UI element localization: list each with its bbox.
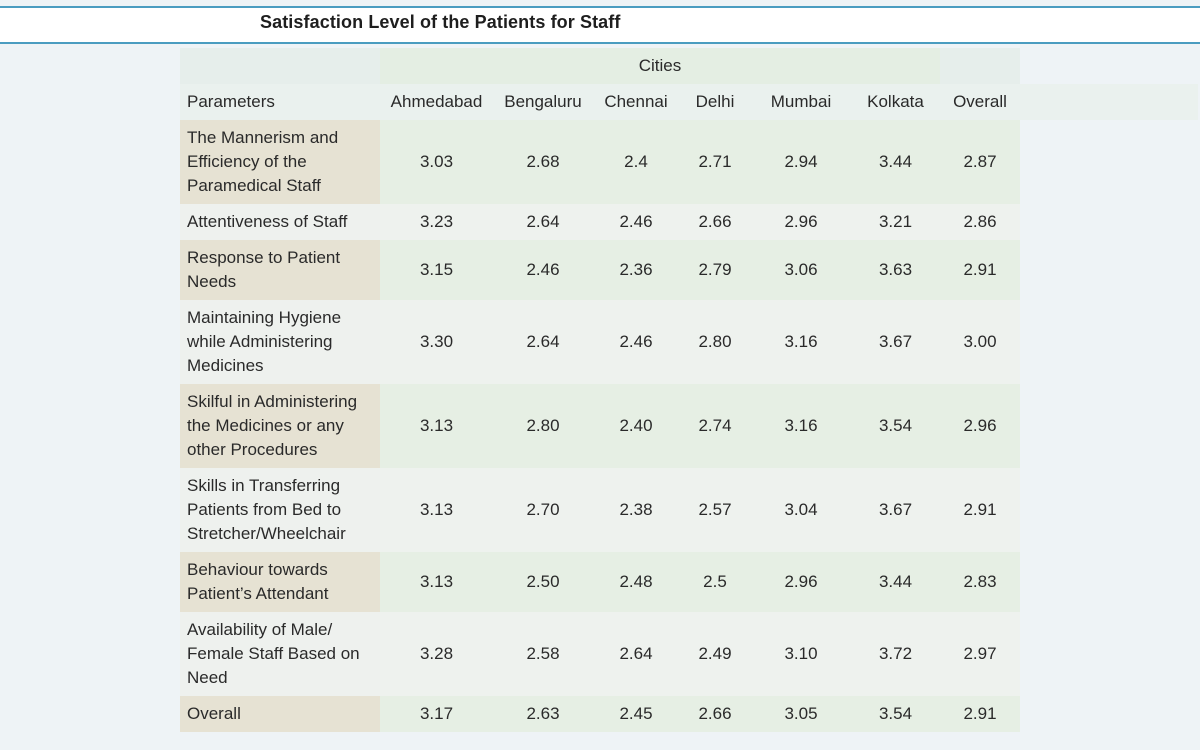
cell-delhi: 2.80	[679, 300, 751, 384]
cell-chennai: 2.64	[593, 612, 679, 696]
header-mumbai: Mumbai	[770, 92, 832, 111]
table-row: Skills in Transferring Patients from Bed…	[180, 468, 1198, 552]
cell-overall: 2.96	[940, 384, 1020, 468]
header-chennai: Chennai	[604, 92, 668, 111]
cell-chennai: 2.40	[593, 384, 679, 468]
cell-delhi: 2.74	[679, 384, 751, 468]
cell-bengaluru: 2.70	[493, 468, 593, 552]
cities-label: Cities	[380, 48, 940, 84]
row-label: Maintaining Hygiene while Administering …	[180, 300, 380, 384]
cell-overall: 2.91	[940, 696, 1020, 732]
cities-spacer	[180, 48, 380, 84]
row-label: Overall	[180, 696, 380, 732]
cell-mumbai: 3.10	[751, 612, 851, 696]
cell-overall: 2.83	[940, 552, 1020, 612]
cell-kolkata: 3.72	[851, 612, 940, 696]
cell-bengaluru: 2.64	[493, 204, 593, 240]
cell-kolkata: 3.44	[851, 120, 940, 204]
column-header-row: Parameters Ahmedabad Bengaluru Chennai D…	[180, 84, 1198, 120]
cell-mumbai: 3.05	[751, 696, 851, 732]
cell-bengaluru: 2.68	[493, 120, 593, 204]
cell-kolkata: 3.21	[851, 204, 940, 240]
cell-kolkata: 3.67	[851, 468, 940, 552]
row-label: Behaviour towards Patient’s Attendant	[180, 552, 380, 612]
cell-ahmedabad: 3.17	[380, 696, 493, 732]
header-delhi: Delhi	[695, 92, 735, 111]
cell-delhi: 2.66	[679, 696, 751, 732]
title-bar: Satisfaction Level of the Patients for S…	[0, 6, 1200, 44]
cell-kolkata: 3.63	[851, 240, 940, 300]
table-row: The Mannerism and Efficiency of the Para…	[180, 120, 1198, 204]
cell-mumbai: 2.96	[751, 552, 851, 612]
cell-bengaluru: 2.46	[493, 240, 593, 300]
cell-overall: 2.97	[940, 612, 1020, 696]
cell-bengaluru: 2.64	[493, 300, 593, 384]
cell-ahmedabad: 3.23	[380, 204, 493, 240]
cell-ahmedabad: 3.28	[380, 612, 493, 696]
cities-header-row: Cities	[180, 48, 1198, 84]
header-ahmedabad: Ahmedabad	[390, 92, 483, 111]
cell-chennai: 2.4	[593, 120, 679, 204]
cell-ahmedabad: 3.15	[380, 240, 493, 300]
cell-mumbai: 3.04	[751, 468, 851, 552]
cell-kolkata: 3.67	[851, 300, 940, 384]
cell-delhi: 2.57	[679, 468, 751, 552]
cell-chennai: 2.36	[593, 240, 679, 300]
row-label: Response to Patient Needs	[180, 240, 380, 300]
cities-tail	[940, 48, 1020, 84]
table-title: Satisfaction Level of the Patients for S…	[260, 12, 621, 32]
cell-bengaluru: 2.63	[493, 696, 593, 732]
cell-mumbai: 3.16	[751, 384, 851, 468]
cell-mumbai: 3.16	[751, 300, 851, 384]
table-row: Behaviour towards Patient’s Attendant 3.…	[180, 552, 1198, 612]
header-parameters: Parameters	[187, 92, 275, 111]
cell-ahmedabad: 3.30	[380, 300, 493, 384]
row-label: Availability of Male/ Female Staff Based…	[180, 612, 380, 696]
cell-delhi: 2.49	[679, 612, 751, 696]
header-bengaluru: Bengaluru	[504, 92, 582, 111]
cell-overall: 2.91	[940, 240, 1020, 300]
cell-chennai: 2.46	[593, 204, 679, 240]
table-row: Maintaining Hygiene while Administering …	[180, 300, 1198, 384]
cell-delhi: 2.5	[679, 552, 751, 612]
cell-overall: 2.91	[940, 468, 1020, 552]
cell-kolkata: 3.54	[851, 384, 940, 468]
cell-delhi: 2.71	[679, 120, 751, 204]
cell-mumbai: 2.94	[751, 120, 851, 204]
cell-ahmedabad: 3.13	[380, 552, 493, 612]
cell-mumbai: 2.96	[751, 204, 851, 240]
cell-kolkata: 3.44	[851, 552, 940, 612]
table-row: Attentiveness of Staff 3.23 2.64 2.46 2.…	[180, 204, 1198, 240]
cell-chennai: 2.46	[593, 300, 679, 384]
row-label: Skilful in Administering the Medicines o…	[180, 384, 380, 468]
row-label: The Mannerism and Efficiency of the Para…	[180, 120, 380, 204]
cell-bengaluru: 2.50	[493, 552, 593, 612]
cell-mumbai: 3.06	[751, 240, 851, 300]
cell-chennai: 2.38	[593, 468, 679, 552]
cell-overall: 2.87	[940, 120, 1020, 204]
cell-overall: 3.00	[940, 300, 1020, 384]
table-row-overall: Overall 3.17 2.63 2.45 2.66 3.05 3.54 2.…	[180, 696, 1198, 732]
row-label: Skills in Transferring Patients from Bed…	[180, 468, 380, 552]
cell-kolkata: 3.54	[851, 696, 940, 732]
cell-chennai: 2.48	[593, 552, 679, 612]
header-kolkata: Kolkata	[867, 92, 924, 111]
cell-ahmedabad: 3.13	[380, 384, 493, 468]
cell-chennai: 2.45	[593, 696, 679, 732]
cell-overall: 2.86	[940, 204, 1020, 240]
header-overall: Overall	[953, 92, 1007, 111]
table-row: Availability of Male/ Female Staff Based…	[180, 612, 1198, 696]
cell-ahmedabad: 3.13	[380, 468, 493, 552]
table-row: Skilful in Administering the Medicines o…	[180, 384, 1198, 468]
cell-ahmedabad: 3.03	[380, 120, 493, 204]
table-row: Response to Patient Needs 3.15 2.46 2.36…	[180, 240, 1198, 300]
satisfaction-table: Cities Parameters Ahmedabad Bengaluru Ch…	[180, 48, 1198, 732]
cell-delhi: 2.66	[679, 204, 751, 240]
row-label: Attentiveness of Staff	[180, 204, 380, 240]
cell-bengaluru: 2.80	[493, 384, 593, 468]
cell-bengaluru: 2.58	[493, 612, 593, 696]
cell-delhi: 2.79	[679, 240, 751, 300]
